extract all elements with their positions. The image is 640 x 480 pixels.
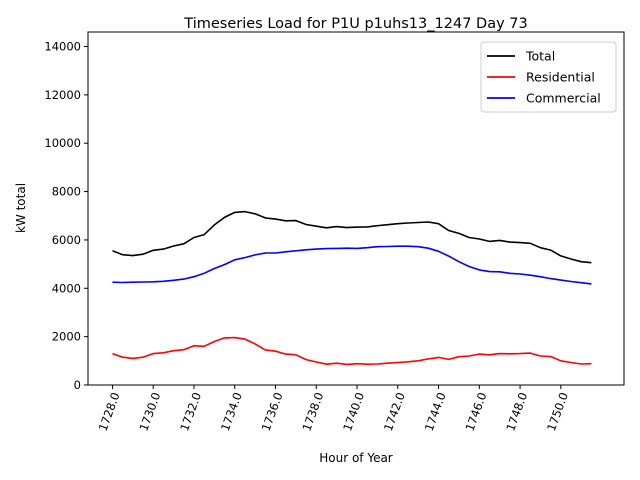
legend-label-residential: Residential	[526, 70, 595, 85]
plot-frame	[87, 31, 625, 386]
legend-box	[480, 41, 617, 113]
series-line-commercial	[112, 245, 592, 285]
y-tick-label: 8000	[52, 185, 81, 199]
x-tick-label: 1748.0	[503, 390, 530, 433]
x-tick-label: 1740.0	[340, 390, 367, 433]
y-tick-label: 14000	[44, 40, 81, 54]
y-tick-label: 12000	[44, 88, 81, 102]
chart-title: Timeseries Load for P1U p1uhs13_1247 Day…	[183, 16, 527, 32]
series-line-residential	[112, 336, 592, 366]
y-tick-label: 6000	[52, 233, 81, 247]
y-tick-label: 0	[74, 378, 81, 392]
x-tick-label: 1732.0	[177, 390, 204, 433]
x-tick-label: 1738.0	[299, 390, 326, 433]
series-line-total	[112, 210, 592, 264]
x-tick-label: 1744.0	[422, 390, 449, 433]
x-tick-label: 1736.0	[259, 390, 286, 433]
y-tick-label: 10000	[44, 136, 81, 150]
y-tick-label: 2000	[52, 330, 81, 344]
x-tick-label: 1728.0	[96, 390, 123, 433]
x-axis-label: Hour of Year	[319, 451, 393, 465]
x-tick-label: 1730.0	[136, 390, 163, 433]
x-tick-label: 1742.0	[381, 390, 408, 433]
legend: Total Residential Commercial	[480, 41, 617, 113]
x-tick-label: 1734.0	[218, 390, 245, 433]
legend-label-commercial: Commercial	[526, 91, 601, 106]
y-axis-label: kW total	[14, 183, 28, 233]
legend-label-total: Total	[525, 49, 555, 64]
x-tick-label: 1746.0	[462, 390, 489, 433]
x-tick-label: 1750.0	[544, 390, 571, 433]
y-tick-label: 4000	[52, 281, 81, 295]
